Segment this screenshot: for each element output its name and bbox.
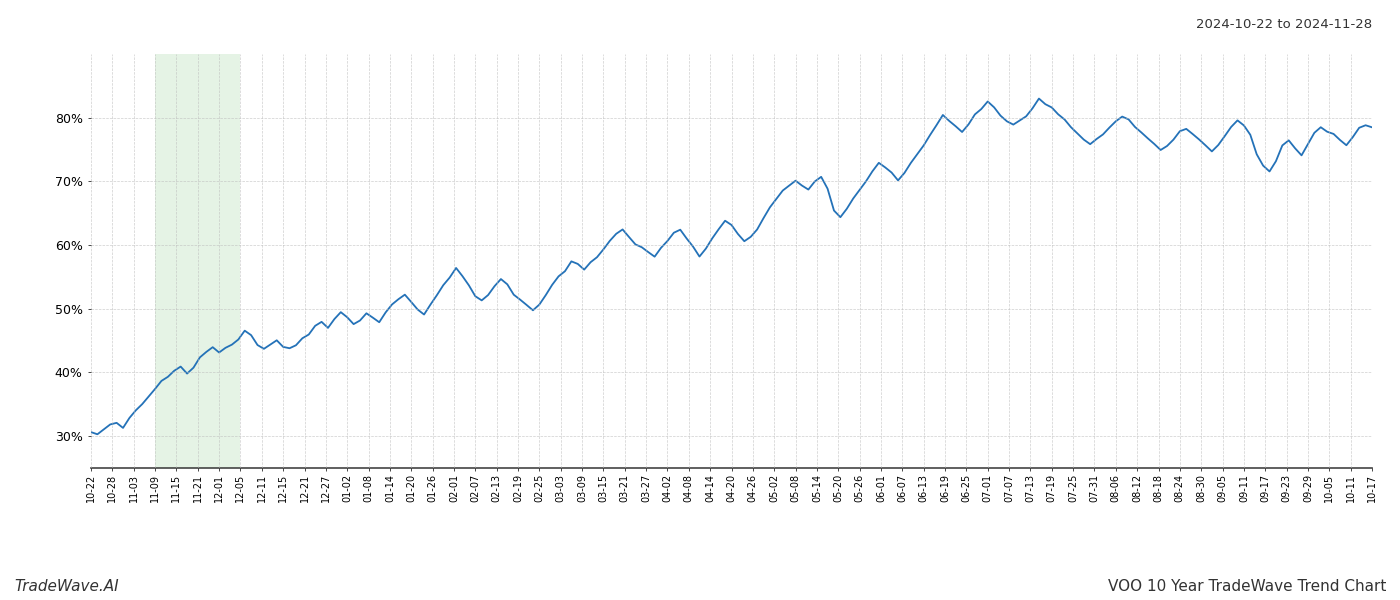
Text: TradeWave.AI: TradeWave.AI xyxy=(14,579,119,594)
Text: 2024-10-22 to 2024-11-28: 2024-10-22 to 2024-11-28 xyxy=(1196,18,1372,31)
Bar xyxy=(155,54,241,468)
Text: VOO 10 Year TradeWave Trend Chart: VOO 10 Year TradeWave Trend Chart xyxy=(1107,579,1386,594)
